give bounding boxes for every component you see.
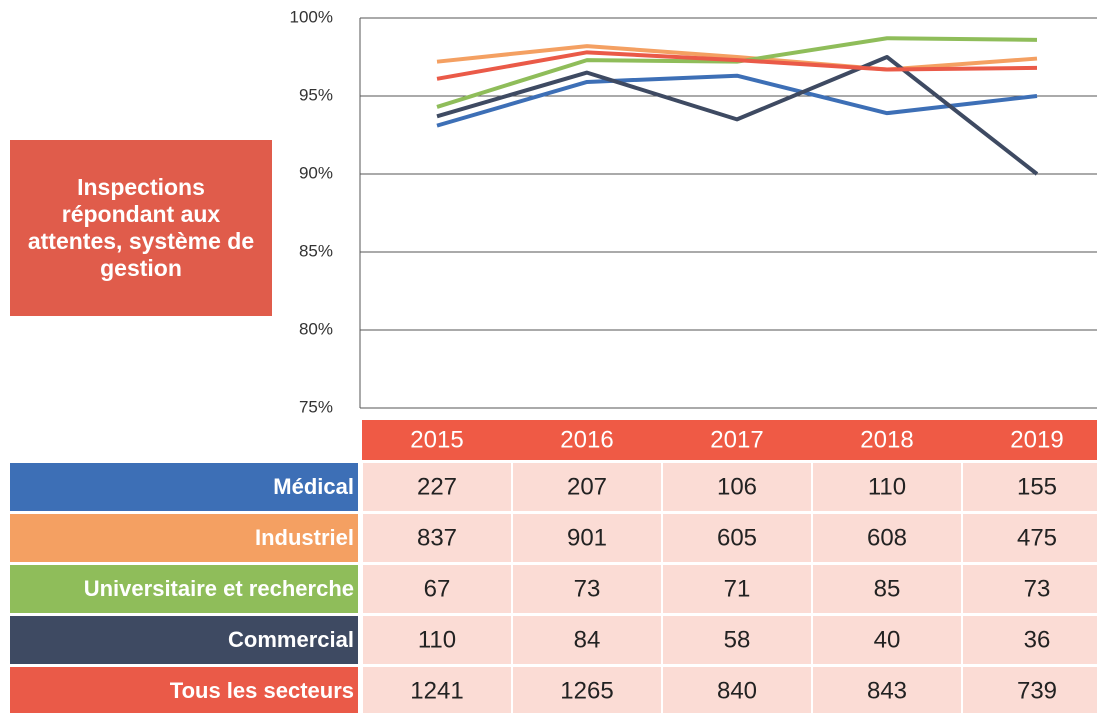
line-series	[436, 50, 1038, 81]
table-cell	[363, 667, 511, 713]
row-label: Tous les secteurs	[170, 678, 354, 703]
table-cell	[513, 565, 661, 613]
row-label-cell	[10, 667, 358, 713]
table-cell	[813, 463, 961, 511]
table-cell	[963, 463, 1097, 511]
table-value: 110	[868, 473, 906, 500]
table-cell	[813, 565, 961, 613]
table-cell	[963, 616, 1097, 664]
table-value: 901	[567, 524, 607, 551]
table-cell	[363, 514, 511, 562]
table-value: 155	[1017, 473, 1057, 500]
table-value: 1265	[560, 677, 613, 704]
row-label: Universitaire et recherche	[84, 576, 354, 601]
row-label: Médical	[273, 474, 354, 499]
table-value: 85	[874, 575, 901, 602]
table-value: 67	[424, 575, 451, 602]
table-value: 837	[417, 524, 457, 551]
y-tick-label: 80%	[299, 319, 333, 338]
table-value: 84	[574, 626, 601, 653]
table-cell	[513, 616, 661, 664]
table-cell	[663, 463, 811, 511]
row-label-cell	[10, 616, 358, 664]
row-label: Industriel	[255, 525, 354, 550]
table-cell	[663, 514, 811, 562]
line-series	[436, 73, 1038, 128]
line-series	[436, 44, 1038, 72]
table-value: 58	[724, 626, 751, 653]
table-value: 207	[567, 473, 607, 500]
table-value: 73	[1024, 575, 1051, 602]
table-value: 843	[867, 677, 907, 704]
table-header	[362, 420, 1097, 460]
x-tick-label: 2015	[410, 426, 463, 453]
y-tick-label: 95%	[299, 85, 333, 104]
table-cell	[963, 565, 1097, 613]
table-value: 475	[1017, 524, 1057, 551]
table-cell	[363, 616, 511, 664]
table-value: 110	[418, 626, 456, 653]
row-label-cell	[10, 514, 358, 562]
table-cell	[963, 667, 1097, 713]
table-cell	[813, 616, 961, 664]
row-label-cell	[10, 463, 358, 511]
table-value: 1241	[410, 677, 463, 704]
y-tick-label: 90%	[299, 163, 333, 182]
x-tick-label: 2017	[710, 426, 763, 453]
x-tick-label: 2018	[860, 426, 913, 453]
chart-title: Inspections répondant aux attentes, syst…	[10, 140, 272, 316]
table-cell	[963, 514, 1097, 562]
table-value: 36	[1024, 626, 1051, 653]
y-tick-label: 85%	[299, 241, 333, 260]
y-tick-label: 75%	[299, 397, 333, 416]
table-cell	[813, 667, 961, 713]
table-value: 40	[874, 626, 901, 653]
line-series	[436, 55, 1039, 176]
x-tick-label: 2019	[1010, 426, 1063, 453]
row-label-cell	[10, 565, 358, 613]
table-cell	[513, 514, 661, 562]
table-value: 840	[717, 677, 757, 704]
table-cell	[663, 565, 811, 613]
table-value: 605	[717, 524, 757, 551]
table-value: 227	[417, 473, 457, 500]
table-value: 71	[724, 575, 751, 602]
table-cell	[363, 463, 511, 511]
line-series	[436, 36, 1038, 109]
table-cell	[513, 667, 661, 713]
row-label: Commercial	[228, 627, 354, 652]
table-cell	[513, 463, 661, 511]
table-cell	[663, 616, 811, 664]
table-value: 608	[867, 524, 907, 551]
table-value: 106	[717, 473, 757, 500]
table-cell	[363, 565, 511, 613]
x-tick-label: 2016	[560, 426, 613, 453]
table-cell	[813, 514, 961, 562]
table-cell	[663, 667, 811, 713]
table-value: 739	[1017, 677, 1057, 704]
table-value: 73	[574, 575, 601, 602]
y-tick-label: 100%	[290, 7, 333, 26]
